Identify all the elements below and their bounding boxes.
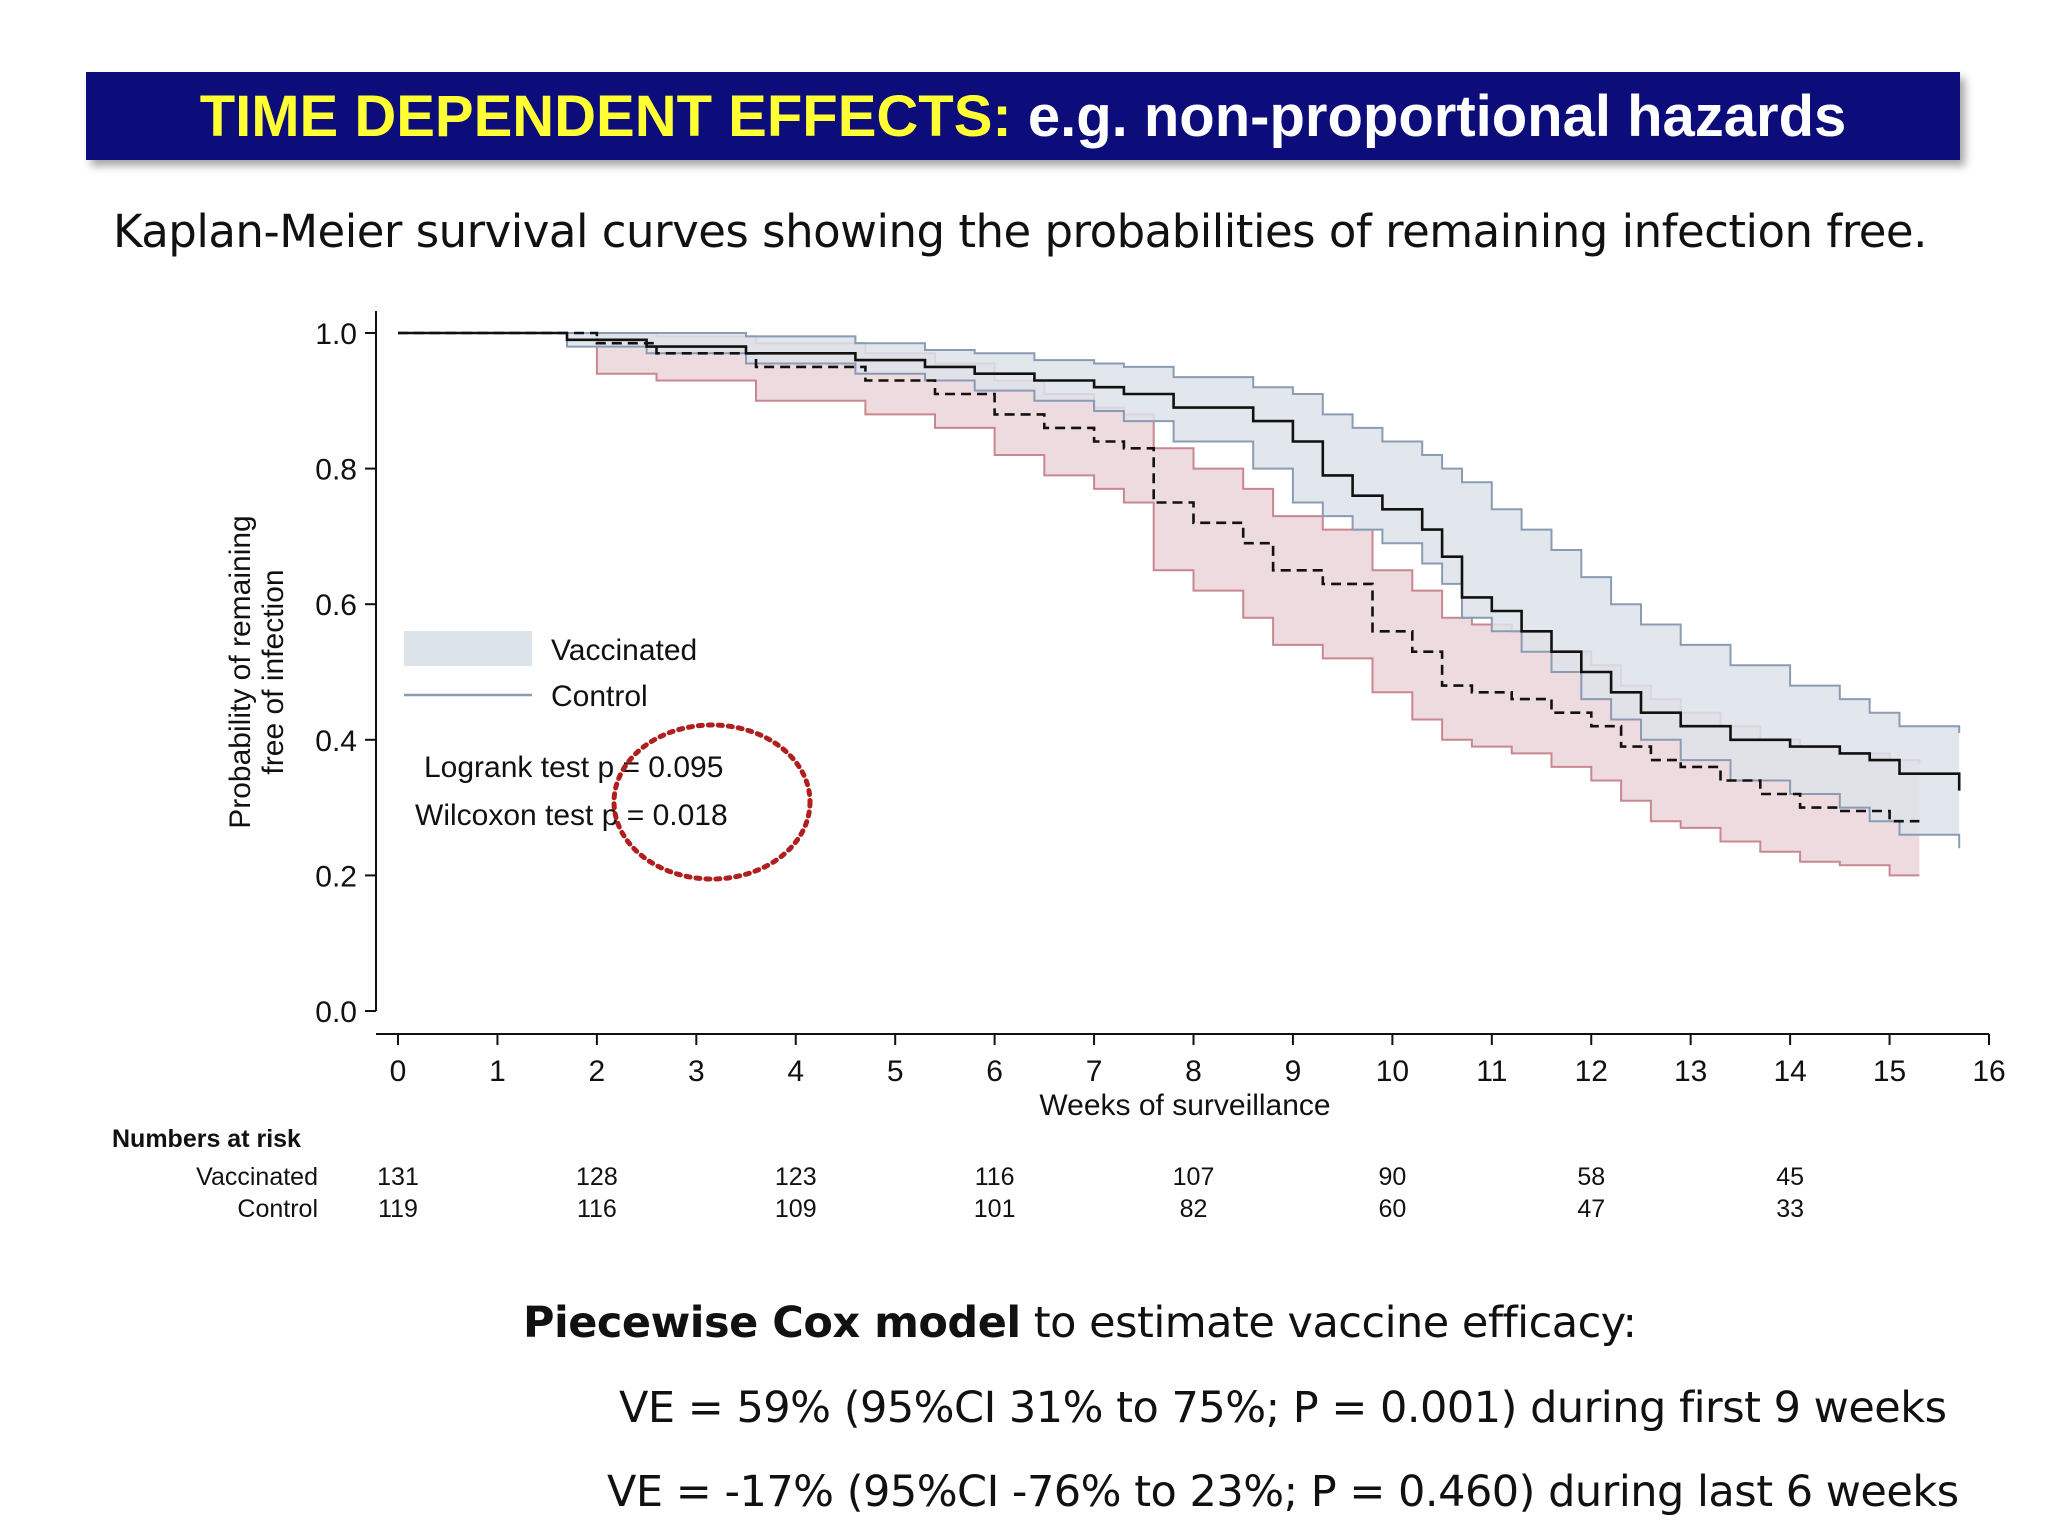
x-tick-label: 15 (1873, 1055, 1906, 1088)
ci-bands (398, 332, 1961, 877)
risk-value: 116 (576, 1195, 617, 1223)
risk-value: 90 (1378, 1163, 1407, 1191)
slide-subtitle: Kaplan-Meier survival curves showing the… (113, 205, 1927, 258)
x-tick-label: 6 (986, 1055, 1003, 1088)
y-tick-label: 0.4 (315, 725, 357, 758)
logrank-annotation: Logrank test p = 0.095 (424, 751, 723, 784)
risk-value: 128 (576, 1163, 618, 1191)
x-tick-label: 7 (1086, 1055, 1103, 1088)
chart-legend: Vaccinated Control (404, 631, 697, 713)
vaccinated-survival-line (398, 331, 1961, 791)
x-tick-label: 11 (1476, 1055, 1507, 1088)
vaccinated-ci-lower (398, 332, 1961, 849)
control-survival-line (398, 331, 1920, 823)
y-tick-label: 0.0 (315, 996, 357, 1029)
risk-table-title: Numbers at risk (112, 1125, 301, 1153)
legend-vaccinated-label: Vaccinated (551, 634, 697, 667)
risk-value: 33 (1776, 1195, 1805, 1223)
x-axis-label: Weeks of surveillance (1039, 1089, 1330, 1122)
risk-value: 60 (1378, 1195, 1407, 1223)
risk-value: 119 (378, 1195, 418, 1223)
chart-axes: 0.00.20.40.60.81.00 1 2 3 4 5 6 7 8 9 10 11 12 13 14 15… (224, 311, 2006, 1122)
risk-value: 109 (774, 1195, 817, 1223)
x-tick-label: 13 (1674, 1055, 1707, 1088)
highlight-circle (611, 722, 813, 882)
cox-heading: Piecewise Cox model to estimate vaccine … (523, 1298, 1637, 1348)
banner-highlight: TIME DEPENDENT EFFECTS: (199, 83, 1012, 149)
legend-vaccinated-swatch (404, 631, 532, 666)
cox-line-2: VE = -17% (95%CI -76% to 23%; P = 0.460)… (607, 1467, 1959, 1517)
y-tick-label: 0.8 (315, 454, 357, 487)
title-banner: TIME DEPENDENT EFFECTS: e.g. non-proport… (86, 72, 1960, 160)
risk-value: 82 (1179, 1195, 1208, 1223)
cox-heading-rest: to estimate vaccine efficacy: (1020, 1298, 1637, 1348)
x-tick-label: 10 (1376, 1055, 1409, 1088)
y-tick-label: 0.6 (315, 589, 357, 622)
legend-control-label: Control (551, 680, 648, 713)
x-tick-label: 0 (390, 1055, 407, 1088)
x-tick-label: 1 (489, 1055, 506, 1088)
x-tick-label: 3 (688, 1055, 705, 1088)
x-tick-label: 14 (1773, 1055, 1806, 1088)
control-ci-band (398, 333, 1920, 876)
vaccinated-ci-band (398, 333, 1960, 849)
risk-value: 45 (1776, 1163, 1805, 1191)
vaccinated-ci-upper (398, 332, 1961, 733)
risk-row-label: Vaccinated (196, 1163, 318, 1191)
x-tick-label: 4 (787, 1055, 804, 1088)
survival-curves (398, 331, 1961, 823)
x-tick-label: 12 (1575, 1055, 1608, 1088)
control-ci-lower (398, 332, 1920, 877)
risk-value: 116 (974, 1163, 1015, 1191)
y-tick-label: 0.2 (315, 860, 357, 893)
y-tick-label: 1.0 (315, 318, 357, 351)
x-tick-label: 5 (887, 1055, 904, 1088)
cox-heading-bold: Piecewise Cox model (523, 1298, 1021, 1348)
x-tick-label: 16 (1972, 1055, 2005, 1088)
y-axis-label: Probability of remainingfree of infectio… (224, 515, 290, 829)
wilcoxon-annotation: Wilcoxon test p = 0.018 (415, 799, 728, 832)
risk-value: 47 (1577, 1195, 1606, 1223)
risk-value: 131 (377, 1163, 419, 1191)
cox-line-1: VE = 59% (95%CI 31% to 75%; P = 0.001) d… (619, 1383, 1947, 1433)
risk-value: 123 (774, 1163, 817, 1191)
x-tick-label: 9 (1285, 1055, 1302, 1088)
risk-value: 101 (973, 1195, 1016, 1223)
banner-rest: e.g. non-proportional hazards (1011, 83, 1847, 149)
risk-row-label: Control (237, 1195, 318, 1223)
y-axis-label-line: free of infection (257, 569, 290, 774)
x-tick-label: 2 (589, 1055, 606, 1088)
x-tick-label: 8 (1185, 1055, 1202, 1088)
risk-value: 107 (1172, 1163, 1215, 1191)
risk-value: 58 (1577, 1163, 1606, 1191)
y-axis-label-line: Probability of remaining (224, 515, 257, 829)
